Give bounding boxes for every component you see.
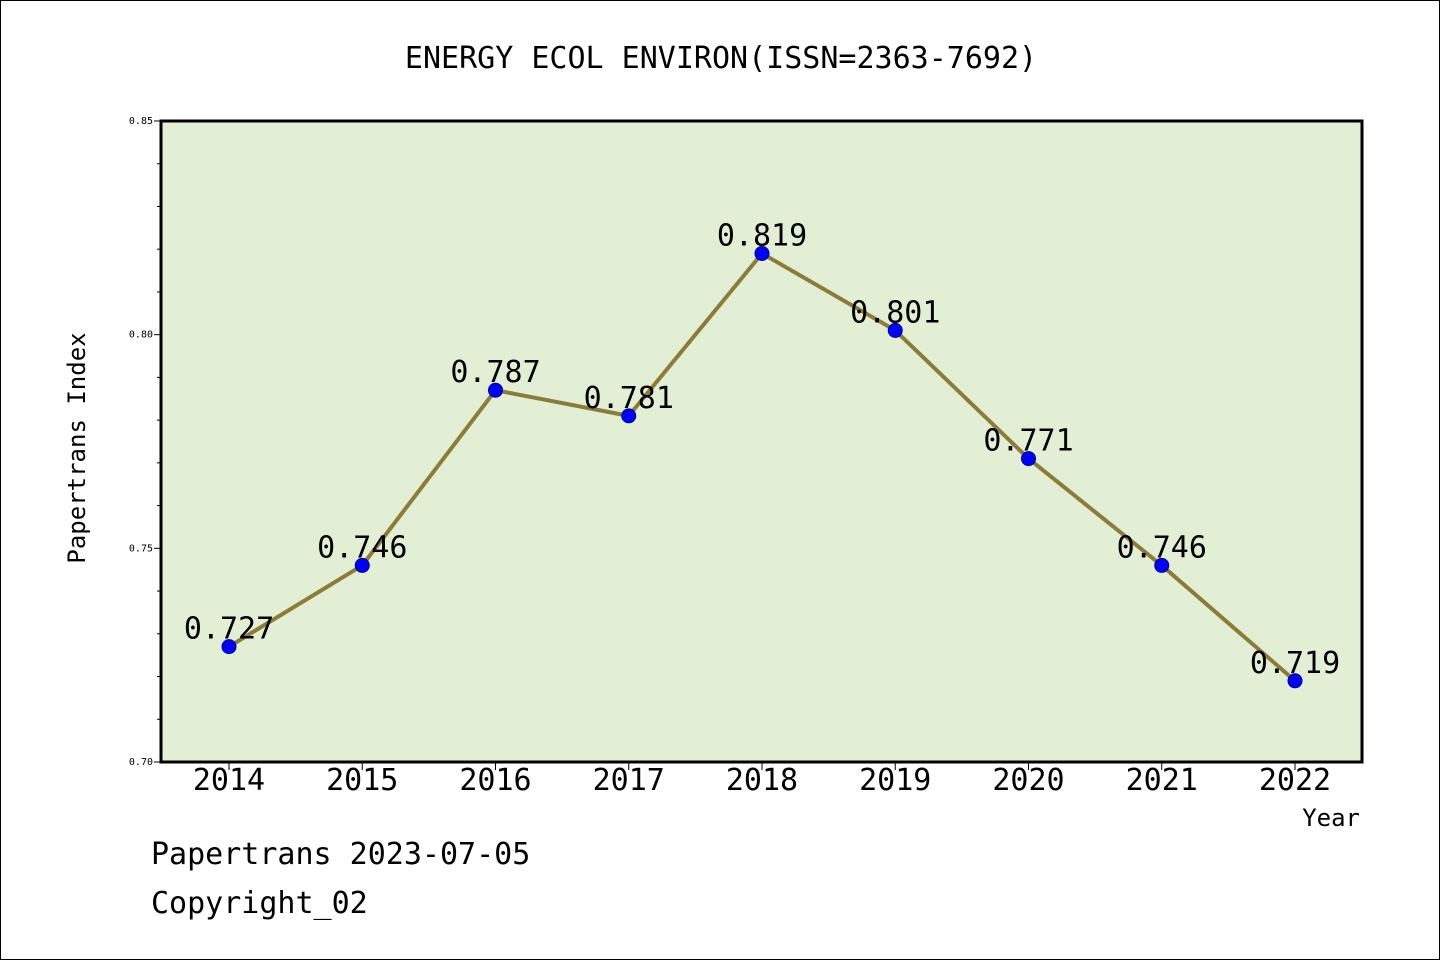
data-label: 0.719 [1250,646,1340,681]
data-point [488,382,503,398]
series-line-group [221,245,1303,689]
x-tick-label: 2021 [1126,763,1198,798]
x-tick-label: 2015 [326,763,398,798]
data-label: 0.781 [584,381,674,416]
data-label: 0.771 [983,424,1073,459]
data-label: 0.727 [184,612,274,647]
data-point [1021,451,1036,467]
plot-area [159,119,1364,764]
footer-date: Papertrans 2023-07-05 [151,837,531,872]
x-tick-label: 2014 [193,763,265,798]
data-label: 0.746 [317,530,407,565]
footer-copyright: Copyright_02 [151,886,368,921]
x-tick-label: 2016 [459,763,531,798]
y-tick-label: 0.75 [129,543,153,554]
y-axis-ticks: 0.70 0.75 0.80 0.85 [129,116,161,768]
data-point [221,639,237,655]
x-tick-label: 2019 [859,763,931,798]
data-point [754,245,770,261]
x-tick-label: 2022 [1259,763,1331,798]
data-point [354,557,370,573]
data-labels-group: 0.727 0.746 0.787 0.781 0.819 0.801 0.771 0.746… [184,218,1340,680]
data-label: 0.746 [1117,530,1207,565]
y-tick-label: 0.85 [129,116,153,127]
x-tick-label: 2017 [593,763,665,798]
data-point [887,322,903,338]
x-axis-label: Year [1302,804,1360,832]
x-tick-label: 2018 [726,763,798,798]
data-label: 0.801 [850,295,940,330]
y-axis-label: Papertrans Index [63,332,91,563]
data-point [1287,673,1303,689]
x-tick-label: 2020 [992,763,1064,798]
chart-title: ENERGY ECOL ENVIRON(ISSN=2363-7692) [405,41,1037,76]
y-tick-label: 0.70 [129,757,153,768]
data-point [621,408,637,424]
data-label: 0.819 [717,218,807,253]
x-axis-ticks: 2014 2015 2016 2017 2018 2019 2020 2021 2022 [193,762,1331,798]
data-label: 0.787 [450,355,540,390]
y-tick-label: 0.80 [129,330,153,341]
data-point [1154,557,1170,573]
